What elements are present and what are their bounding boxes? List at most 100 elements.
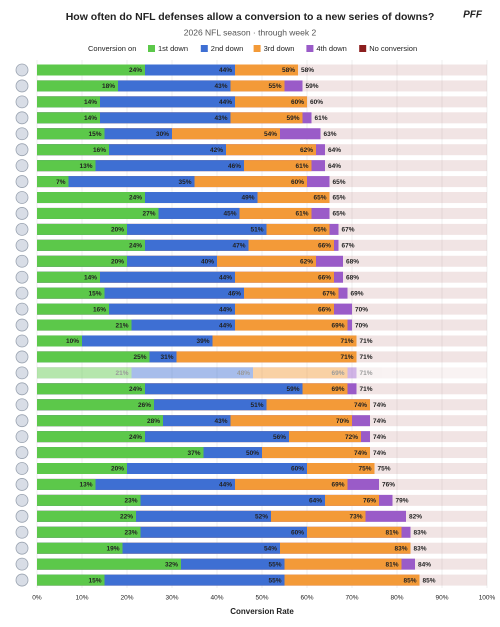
- data-label: 15%: [88, 131, 101, 138]
- team-logo: [15, 462, 29, 475]
- bar-row: 14% 43% 59% 61%: [37, 112, 487, 124]
- bar-row: 24% 44% 58% 58%: [37, 64, 487, 76]
- bar: [37, 239, 145, 251]
- bar-row: 20% 51% 65% 67%: [37, 223, 487, 235]
- data-label: 60%: [291, 179, 304, 186]
- data-label: 24%: [129, 386, 142, 393]
- data-label: 74%: [373, 434, 386, 441]
- bar: [37, 207, 159, 219]
- data-label: 65%: [333, 179, 346, 186]
- team-logo: [15, 446, 29, 459]
- bar: [37, 494, 325, 506]
- data-label: 37%: [187, 450, 200, 457]
- x-tick-label: 80%: [390, 595, 403, 602]
- team-logo: [15, 127, 29, 141]
- data-label: 20%: [111, 466, 124, 473]
- team-logo: [15, 95, 29, 109]
- x-tick-label: 40%: [210, 595, 223, 602]
- team-logo: [15, 254, 29, 268]
- data-label: 50%: [246, 450, 259, 457]
- data-label: 51%: [250, 227, 263, 234]
- bar-row: 37% 50% 74% 74%: [37, 447, 487, 459]
- data-label: 20%: [111, 227, 124, 234]
- data-label: 74%: [373, 450, 386, 457]
- bar: [37, 271, 100, 283]
- chart-subtitle: 2026 NFL season · through week 2: [184, 27, 317, 37]
- data-label: 67%: [342, 243, 355, 250]
- bar: [37, 478, 235, 490]
- bar: [37, 144, 226, 156]
- bar-row: 25% 31% 71% 71%: [37, 351, 487, 363]
- data-label: 71%: [360, 338, 373, 345]
- bar: [37, 463, 307, 474]
- data-label: 52%: [255, 514, 268, 521]
- team-logo: [15, 207, 29, 220]
- data-label: 51%: [250, 402, 263, 409]
- team-logo: [15, 302, 29, 316]
- data-label: 43%: [214, 83, 227, 90]
- data-label: 44%: [219, 322, 232, 329]
- bar: [37, 176, 69, 188]
- data-label: 74%: [373, 418, 386, 425]
- bar: [37, 399, 154, 411]
- bar-row: 28% 43% 70% 74%: [37, 415, 487, 427]
- data-label: 42%: [210, 147, 223, 154]
- data-label: 64%: [309, 498, 322, 505]
- data-label: 15%: [88, 577, 101, 584]
- data-label: 60%: [291, 529, 304, 536]
- data-label: 71%: [340, 338, 353, 345]
- bar-row: 20% 40% 62% 68%: [37, 255, 487, 267]
- legend-swatch: [306, 45, 314, 52]
- data-label: 40%: [201, 258, 214, 265]
- data-label: 68%: [346, 258, 359, 265]
- team-logo: [15, 270, 29, 284]
- legend-label: 3rd down: [264, 44, 295, 53]
- bar-row: 19% 54% 83% 83%: [37, 542, 487, 554]
- data-label: 24%: [129, 67, 142, 74]
- team-logo: [15, 398, 29, 412]
- bar: [37, 574, 285, 586]
- team-logo: [15, 350, 29, 364]
- data-label: 55%: [268, 577, 281, 584]
- data-label: 69%: [331, 386, 344, 393]
- data-label: 59%: [286, 386, 299, 393]
- bar-row: 16% 42% 62% 64%: [37, 144, 487, 156]
- data-label: 7%: [56, 179, 66, 186]
- data-label: 69%: [331, 370, 344, 377]
- team-logo: [15, 382, 29, 396]
- bar-row: 22% 52% 73% 82%: [37, 510, 487, 522]
- bar-row: 20% 60% 75% 75%: [37, 463, 487, 474]
- bar: [37, 526, 141, 538]
- data-label: 66%: [318, 274, 331, 281]
- bar: [37, 367, 357, 379]
- data-label: 44%: [219, 274, 232, 281]
- x-tick-label: 70%: [345, 595, 358, 602]
- bar-row: 23% 60% 81% 83%: [37, 526, 487, 538]
- data-label: 58%: [301, 67, 314, 74]
- data-label: 14%: [84, 99, 97, 106]
- bar: [37, 192, 258, 204]
- team-logo: [15, 238, 29, 252]
- legend-title: Conversion on: [88, 44, 136, 53]
- team-logo: [15, 493, 29, 507]
- bar: [37, 431, 289, 443]
- data-label: 55%: [268, 83, 281, 90]
- legend: Conversion on 1st down 2nd down 3rd down 4th…: [88, 44, 417, 53]
- bar: [37, 112, 231, 124]
- data-label: 16%: [93, 306, 106, 313]
- data-label: 66%: [318, 306, 331, 313]
- data-label: 58%: [282, 67, 295, 74]
- data-label: 61%: [295, 163, 308, 170]
- data-label: 60%: [291, 466, 304, 473]
- bar: [37, 335, 82, 347]
- data-label: 83%: [394, 545, 407, 552]
- data-label: 21%: [115, 322, 128, 329]
- bar-row: 27% 45% 61% 65%: [37, 207, 487, 219]
- bar-row: 32% 55% 81% 84%: [37, 558, 487, 570]
- team-logo: [15, 79, 29, 93]
- data-label: 44%: [219, 482, 232, 489]
- data-label: 65%: [333, 195, 346, 202]
- data-label: 21%: [115, 370, 128, 377]
- data-label: 32%: [165, 561, 178, 568]
